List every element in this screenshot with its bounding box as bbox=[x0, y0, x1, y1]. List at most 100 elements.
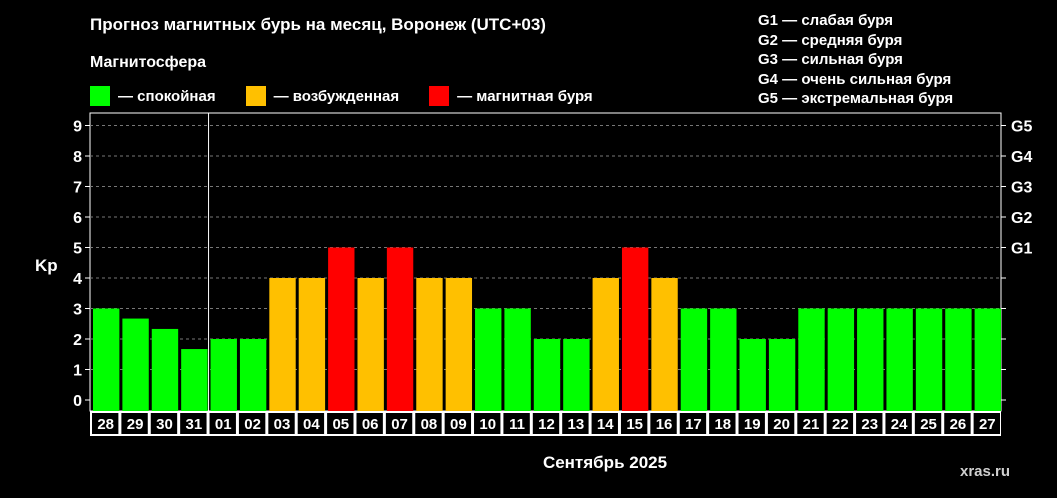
legend-swatch-active bbox=[245, 86, 266, 106]
x-tick-label: 26 bbox=[950, 416, 967, 433]
x-tick-label: 10 bbox=[479, 416, 496, 433]
x-tick-label: 14 bbox=[597, 416, 614, 433]
bar-28 bbox=[93, 308, 120, 411]
bar-06 bbox=[357, 278, 384, 411]
date-box bbox=[92, 413, 119, 434]
x-tick-label: 04 bbox=[303, 416, 320, 433]
x-tick-label: 03 bbox=[274, 416, 291, 433]
date-box bbox=[209, 413, 236, 434]
x-tick-label: 01 bbox=[215, 416, 232, 433]
date-box bbox=[650, 413, 677, 434]
x-tick-label: 25 bbox=[920, 416, 937, 433]
date-box bbox=[738, 413, 765, 434]
x-tick-label: 13 bbox=[568, 416, 585, 433]
x-tick-label: 17 bbox=[685, 416, 702, 433]
bar-03 bbox=[269, 278, 296, 411]
legend-title: Магнитосфера bbox=[90, 54, 207, 71]
x-tick-label: 24 bbox=[891, 416, 908, 433]
x-tick-label: 07 bbox=[391, 416, 408, 433]
bar-23 bbox=[857, 308, 884, 411]
magnetosphere-legend: — спокойная — возбужденная — магнитная б… bbox=[90, 85, 623, 107]
x-tick-label: 23 bbox=[861, 416, 878, 433]
legend-label-calm: — спокойная bbox=[118, 87, 216, 105]
bar-01 bbox=[210, 339, 237, 411]
x-tick-label: 12 bbox=[538, 416, 555, 433]
bar-15 bbox=[621, 247, 649, 411]
x-tick-label: 16 bbox=[656, 416, 673, 433]
bar-25 bbox=[915, 308, 943, 411]
y-tick-label: 4 bbox=[73, 271, 82, 288]
y-tick-label: 0 bbox=[73, 393, 82, 410]
bar-02 bbox=[239, 339, 267, 411]
x-tick-label: 08 bbox=[421, 416, 438, 433]
y-tick-label: 7 bbox=[73, 180, 82, 197]
date-box bbox=[150, 413, 178, 434]
bar-27 bbox=[974, 308, 1001, 411]
legend-item-calm: — спокойная bbox=[90, 86, 216, 106]
g-level-label: G1 bbox=[1011, 241, 1032, 258]
bar-21 bbox=[798, 308, 825, 411]
g-level-label: G2 bbox=[1011, 210, 1032, 227]
date-box bbox=[385, 413, 413, 434]
y-tick-label: 9 bbox=[73, 119, 82, 136]
bar-08 bbox=[416, 278, 443, 411]
y-tick-label: 2 bbox=[73, 332, 82, 349]
legend-label-active: — возбужденная bbox=[273, 87, 400, 105]
bar-26 bbox=[945, 308, 972, 411]
y-tick-label: 3 bbox=[73, 302, 82, 319]
bar-31 bbox=[181, 349, 208, 411]
y-tick-label: 1 bbox=[73, 363, 82, 380]
y-tick-label: 6 bbox=[73, 210, 82, 227]
bar-19 bbox=[739, 339, 766, 411]
x-tick-label: 30 bbox=[156, 416, 173, 433]
date-box bbox=[121, 413, 148, 434]
x-tick-label: 20 bbox=[773, 416, 790, 433]
date-box bbox=[973, 413, 1000, 434]
x-tick-label: 28 bbox=[97, 416, 114, 433]
storm-level-g2: G2 — средняя буря bbox=[758, 31, 903, 49]
date-box bbox=[767, 413, 795, 434]
storm-level-g5: G5 — экстремальная буря bbox=[758, 90, 954, 107]
bar-11 bbox=[504, 308, 531, 411]
date-box bbox=[444, 413, 472, 434]
x-tick-label: 31 bbox=[186, 416, 203, 433]
legend-item-active: — возбужденная bbox=[245, 86, 400, 106]
date-box bbox=[826, 413, 854, 434]
date-box bbox=[327, 413, 354, 434]
bar-09 bbox=[445, 278, 473, 411]
y-tick-label: 5 bbox=[73, 241, 82, 258]
y-tick-label: 8 bbox=[73, 149, 82, 166]
x-axis-label: Сентябрь 2025 bbox=[542, 453, 668, 472]
bar-07 bbox=[386, 247, 414, 411]
bar-10 bbox=[475, 308, 502, 411]
bar-18 bbox=[710, 308, 737, 411]
date-box bbox=[797, 413, 824, 434]
bar-22 bbox=[827, 308, 855, 411]
x-tick-label: 05 bbox=[332, 416, 349, 433]
g-level-label: G5 bbox=[1011, 119, 1032, 136]
legend-item-storm: — магнитная буря bbox=[429, 86, 593, 106]
date-box bbox=[885, 413, 912, 434]
x-tick-label: 18 bbox=[714, 416, 731, 433]
x-tick-label: 02 bbox=[244, 416, 261, 433]
x-tick-label: 11 bbox=[509, 416, 525, 433]
legend-swatch-storm bbox=[429, 86, 450, 106]
chart-title: Прогноз магнитных бурь на месяц, Воронеж… bbox=[90, 15, 546, 34]
bar-30 bbox=[151, 328, 179, 411]
date-box bbox=[944, 413, 971, 434]
bar-05 bbox=[328, 247, 355, 411]
x-tick-label: 22 bbox=[832, 416, 849, 433]
date-box bbox=[532, 413, 560, 434]
date-box bbox=[591, 413, 618, 434]
legend-swatch-calm bbox=[90, 86, 110, 106]
date-box bbox=[679, 413, 707, 434]
date-box bbox=[914, 413, 942, 434]
bar-14 bbox=[592, 278, 619, 411]
date-box bbox=[474, 413, 501, 434]
x-tick-label: 27 bbox=[979, 416, 996, 433]
bar-24 bbox=[886, 308, 913, 411]
x-tick-label: 15 bbox=[626, 416, 643, 433]
storm-level-g1: G1 — слабая буря bbox=[758, 12, 894, 29]
g-level-label: G3 bbox=[1011, 180, 1032, 197]
